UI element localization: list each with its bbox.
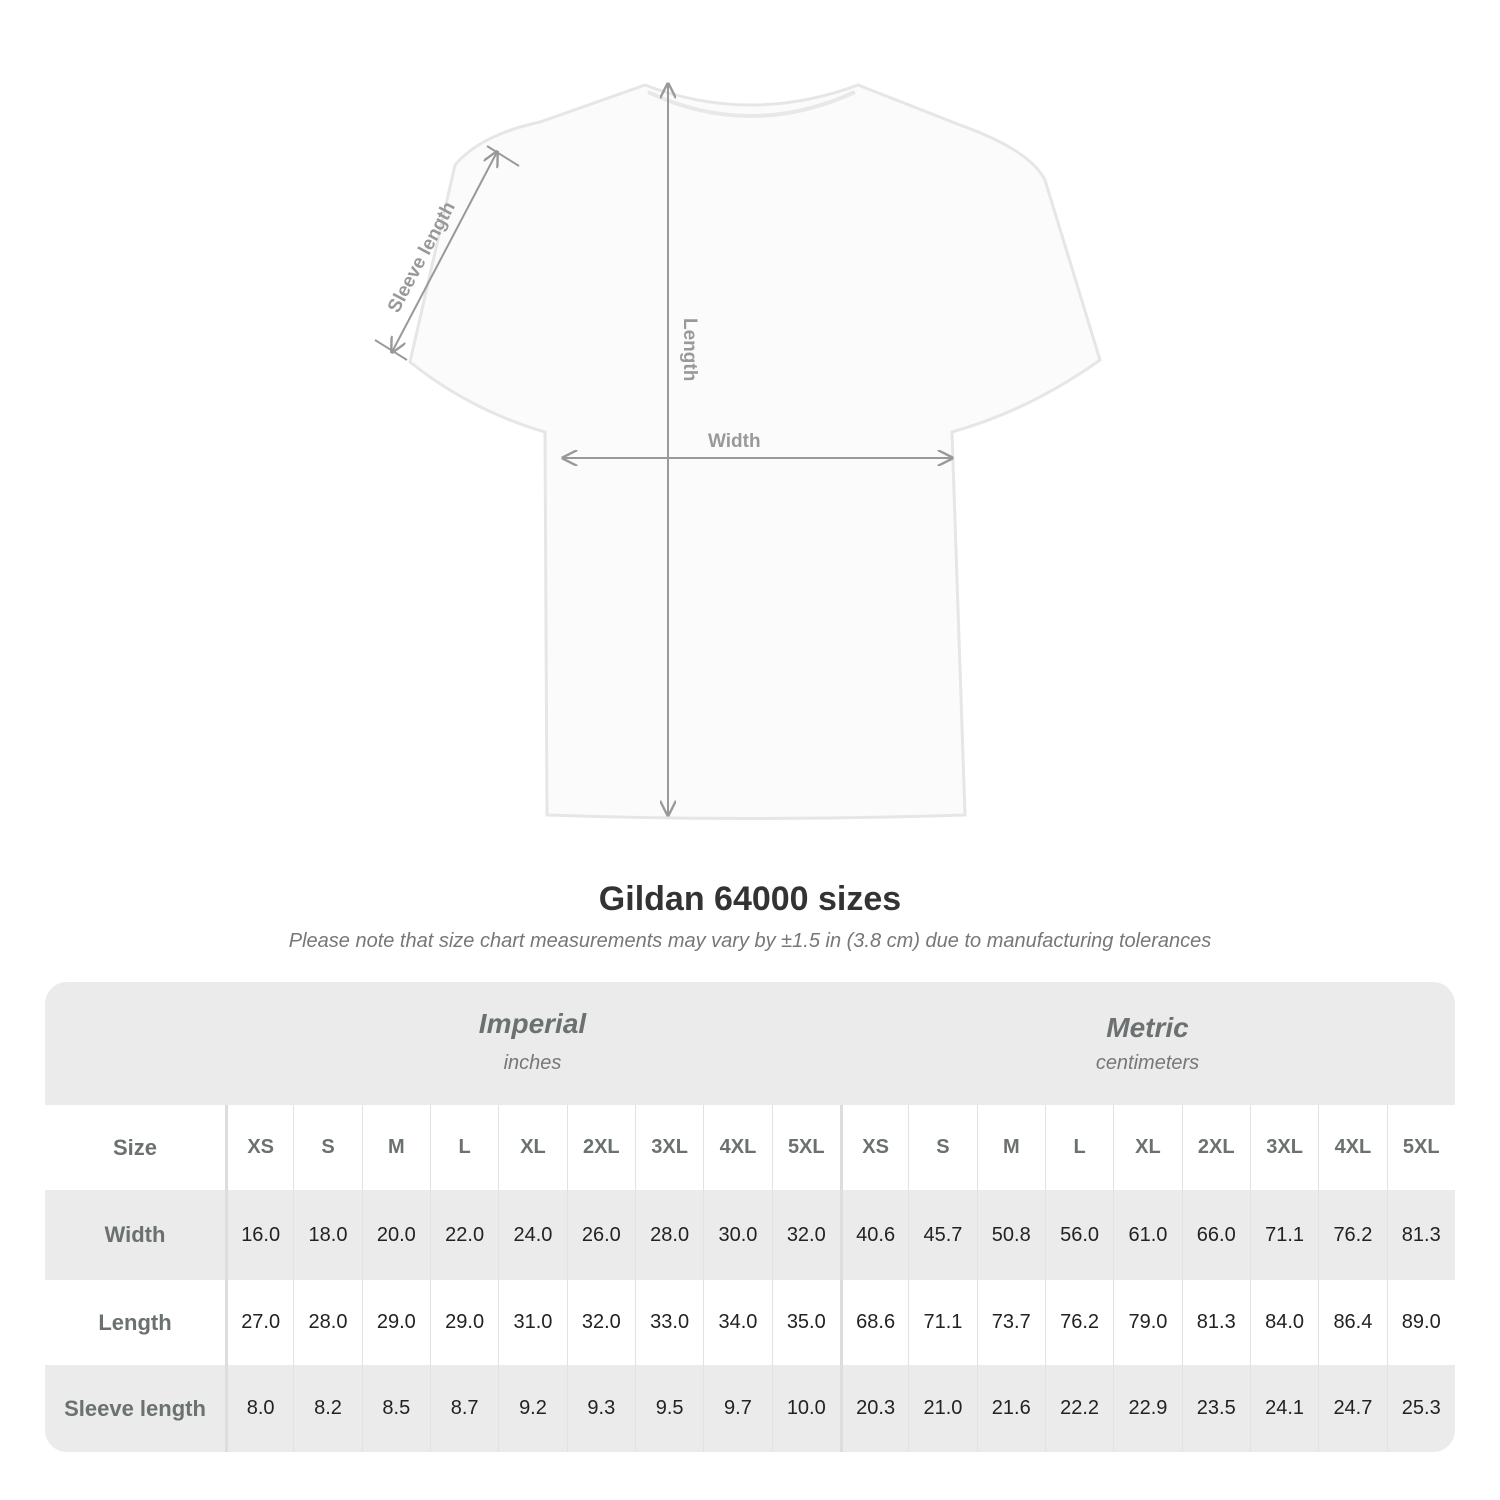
metric-value-cell: 84.0 (1249, 1280, 1318, 1365)
length-label: Length (679, 318, 700, 381)
size-header-cell: XL (498, 1105, 566, 1190)
imperial-value-cell: 26.0 (566, 1190, 635, 1280)
row-label: Width (104, 1222, 166, 1247)
metric-value-cell: 76.2 (1044, 1280, 1113, 1365)
imperial-value-cell: 8.2 (293, 1365, 361, 1452)
imperial-value-cell: 34.0 (703, 1280, 771, 1365)
metric-value-cell: 21.6 (976, 1365, 1045, 1452)
metric-value-cell: 81.3 (1181, 1280, 1250, 1365)
imperial-value-cell: 8.5 (361, 1365, 430, 1452)
imperial-value-cell: 27.0 (225, 1280, 293, 1365)
imperial-value-cell: 33.0 (634, 1280, 703, 1365)
tshirt-diagram: Sleeve length Length Width (374, 0, 1102, 820)
imperial-value-cell: 30.0 (703, 1190, 771, 1280)
metric-value-cell: 73.7 (976, 1280, 1045, 1365)
imperial-value-cell: 20.0 (361, 1190, 430, 1280)
imperial-value-cell: 32.0 (771, 1190, 840, 1280)
imperial-value-cell: 31.0 (498, 1280, 566, 1365)
imperial-value-cell: 18.0 (293, 1190, 361, 1280)
page-title: Gildan 64000 sizes (598, 880, 902, 918)
width-label: Width (708, 431, 761, 452)
metric-value-cell: 23.5 (1181, 1365, 1250, 1452)
imperial-value-cell: 24.0 (498, 1190, 566, 1280)
size-header-cell: L (1044, 1105, 1113, 1190)
metric-value-cell: 86.4 (1318, 1280, 1386, 1365)
metric-value-cell: 81.3 (1386, 1190, 1455, 1280)
metric-value-cell: 45.7 (908, 1190, 976, 1280)
metric-value-cell: 71.1 (1249, 1190, 1318, 1280)
imperial-value-cell: 9.5 (634, 1365, 703, 1452)
metric-value-cell: 76.2 (1318, 1190, 1386, 1280)
metric-value-cell: 61.0 (1113, 1190, 1181, 1280)
metric-value-cell: 66.0 (1181, 1190, 1250, 1280)
size-header-cell: 5XL (771, 1105, 840, 1190)
table-row: Sleeve length 8.0 8.2 8.5 8.7 9.2 9.3 9.5 9.7 10.… (45, 1365, 1455, 1452)
size-header-row: Size XS S M L XL 2XL 3XL 4XL 5XL XS S M L XL 2XL 3XL 4XL 5… (45, 1105, 1455, 1190)
sleeve-measure-line (392, 152, 497, 352)
imperial-value-cell: 9.3 (566, 1365, 635, 1452)
imperial-value-cell: 35.0 (771, 1280, 840, 1365)
size-header-cell: XS (839, 1105, 908, 1190)
table-row: Width 16.0 18.0 20.0 22.0 24.0 26.0 28.0 30.0 32.… (45, 1190, 1455, 1280)
metric-value-cell: 24.1 (1249, 1365, 1318, 1452)
metric-value-cell: 25.3 (1386, 1365, 1455, 1452)
size-header-cell: 2XL (566, 1105, 635, 1190)
imperial-value-cell: 22.0 (429, 1190, 498, 1280)
row-label: Size (112, 1134, 158, 1160)
metric-value-cell: 79.0 (1113, 1280, 1181, 1365)
metric-value-cell: 71.1 (908, 1280, 976, 1365)
size-header-cell: 3XL (1249, 1105, 1318, 1190)
imperial-value-cell: 32.0 (566, 1280, 635, 1365)
size-table: Imperial inches Metric centimeters Size X… (45, 982, 1455, 1452)
metric-value-cell: 50.8 (976, 1190, 1045, 1280)
size-header-cell: S (908, 1105, 976, 1190)
metric-value-cell: 56.0 (1044, 1190, 1113, 1280)
row-label: Sleeve length (64, 1395, 206, 1421)
size-header-cell: M (976, 1105, 1045, 1190)
size-header-cell: 2XL (1181, 1105, 1250, 1190)
metric-header: Metric centimeters (1095, 1012, 1200, 1074)
imperial-value-cell: 29.0 (361, 1280, 430, 1365)
size-header-cell: M (361, 1105, 430, 1190)
imperial-value-cell: 8.0 (225, 1365, 293, 1452)
tolerance-note: Please note that size chart measurements… (288, 930, 1212, 952)
imperial-value-cell: 10.0 (771, 1365, 840, 1452)
imperial-value-cell: 8.7 (429, 1365, 498, 1452)
size-header-cell: XL (1113, 1105, 1181, 1190)
imperial-header: Imperial inches (478, 1008, 587, 1074)
size-header-cell: L (429, 1105, 498, 1190)
metric-value-cell: 20.3 (839, 1365, 908, 1452)
metric-value-cell: 89.0 (1386, 1280, 1455, 1365)
row-label: Length (98, 1309, 172, 1335)
imperial-value-cell: 9.7 (703, 1365, 771, 1452)
imperial-value-cell: 29.0 (429, 1280, 498, 1365)
size-header-cell: 4XL (703, 1105, 771, 1190)
size-header-cell: S (293, 1105, 361, 1190)
metric-value-cell: 22.9 (1113, 1365, 1181, 1452)
size-header-cell: 5XL (1386, 1105, 1455, 1190)
metric-value-cell: 40.6 (839, 1190, 908, 1280)
size-header-cell: 3XL (634, 1105, 703, 1190)
imperial-value-cell: 28.0 (634, 1190, 703, 1280)
size-header-cell: XS (225, 1105, 293, 1190)
imperial-value-cell: 16.0 (225, 1190, 293, 1280)
table-row: Length 27.0 28.0 29.0 29.0 31.0 32.0 33.0 34.0 35… (45, 1280, 1455, 1365)
imperial-value-cell: 28.0 (293, 1280, 361, 1365)
metric-value-cell: 24.7 (1318, 1365, 1386, 1452)
metric-value-cell: 22.2 (1044, 1365, 1113, 1452)
imperial-value-cell: 9.2 (498, 1365, 566, 1452)
metric-value-cell: 21.0 (908, 1365, 976, 1452)
metric-value-cell: 68.6 (839, 1280, 908, 1365)
size-header-cell: 4XL (1318, 1105, 1386, 1190)
